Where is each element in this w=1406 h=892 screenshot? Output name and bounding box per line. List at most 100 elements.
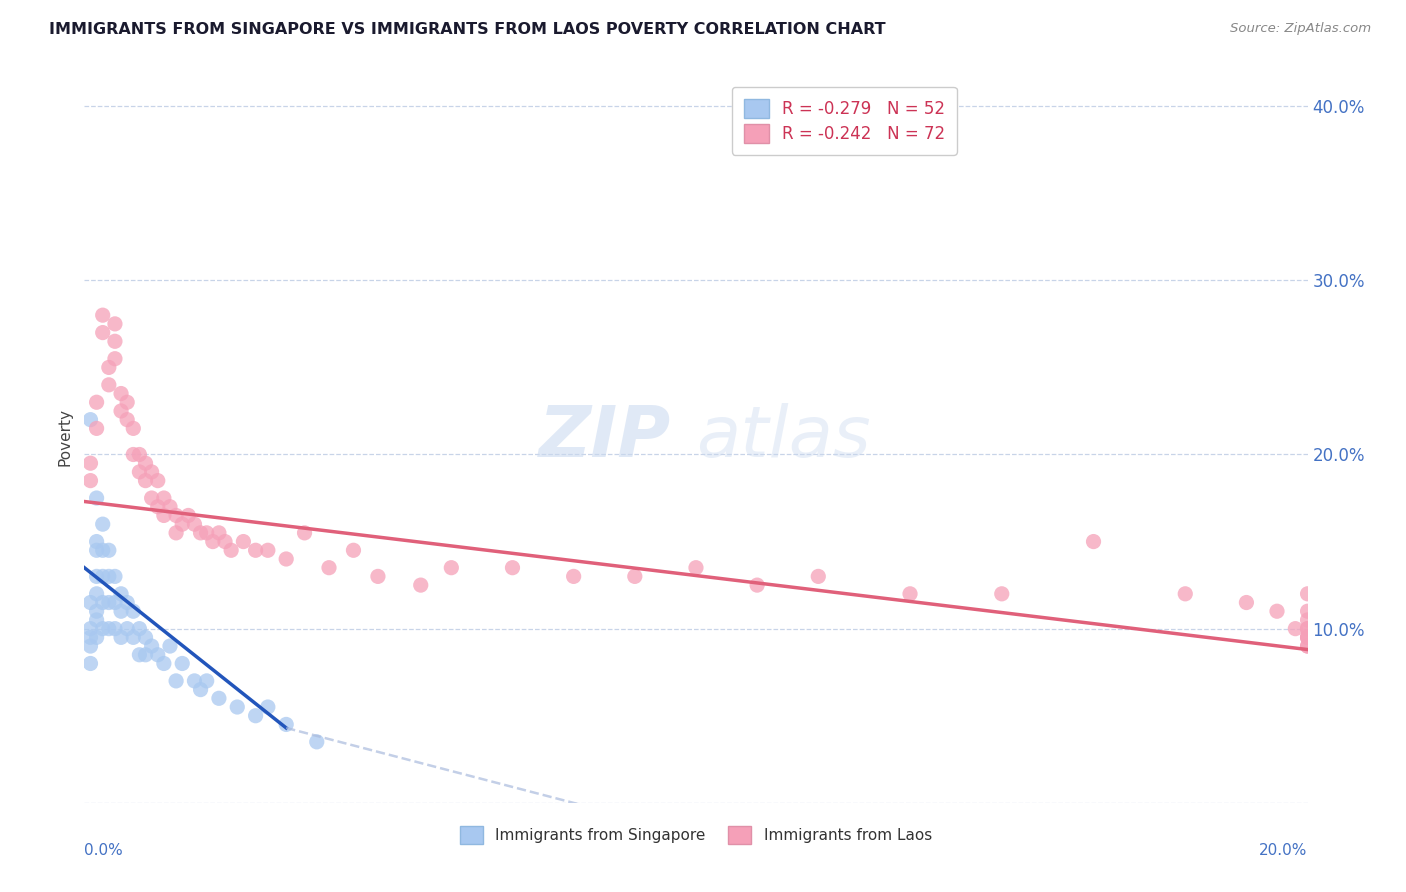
Point <box>97 377 120 392</box>
Point <box>122 631 145 645</box>
Point <box>97 622 120 636</box>
Point <box>128 465 150 479</box>
Point <box>991 587 1014 601</box>
Text: atlas: atlas <box>696 402 870 472</box>
Point <box>97 360 120 375</box>
Point <box>91 622 114 636</box>
Point <box>1296 587 1319 601</box>
Point <box>440 560 463 574</box>
Point <box>232 534 254 549</box>
Point <box>367 569 389 583</box>
Point <box>153 508 176 523</box>
Point <box>276 552 298 566</box>
Point <box>86 613 108 627</box>
Point <box>190 525 212 540</box>
Point <box>1296 622 1319 636</box>
Point <box>79 639 101 653</box>
Point <box>86 543 108 558</box>
Point <box>97 543 120 558</box>
Point <box>807 569 830 583</box>
Point <box>79 456 101 470</box>
Point <box>86 491 108 505</box>
Point <box>190 682 212 697</box>
Point <box>110 404 132 418</box>
Point <box>165 673 187 688</box>
Point <box>91 569 114 583</box>
Point <box>257 700 280 714</box>
Point <box>165 525 187 540</box>
Point <box>898 587 921 601</box>
Point <box>183 673 205 688</box>
Point <box>104 317 127 331</box>
Point <box>104 351 127 366</box>
Point <box>1296 639 1319 653</box>
Point <box>86 604 108 618</box>
Point <box>86 534 108 549</box>
Point <box>86 587 108 601</box>
Point <box>104 334 127 349</box>
Point <box>195 673 218 688</box>
Point <box>1284 622 1306 636</box>
Point <box>257 543 280 558</box>
Point <box>1296 631 1319 645</box>
Point <box>110 587 132 601</box>
Point <box>86 631 108 645</box>
Y-axis label: Poverty: Poverty <box>58 408 73 467</box>
Point <box>276 717 298 731</box>
Text: IMMIGRANTS FROM SINGAPORE VS IMMIGRANTS FROM LAOS POVERTY CORRELATION CHART: IMMIGRANTS FROM SINGAPORE VS IMMIGRANTS … <box>49 22 886 37</box>
Point <box>172 517 194 532</box>
Point <box>685 560 707 574</box>
Point <box>135 648 157 662</box>
Point <box>146 648 169 662</box>
Point <box>165 508 187 523</box>
Point <box>502 560 524 574</box>
Point <box>79 657 101 671</box>
Point <box>141 639 163 653</box>
Point <box>104 569 127 583</box>
Point <box>318 560 340 574</box>
Point <box>79 474 101 488</box>
Point <box>110 604 132 618</box>
Point <box>110 386 132 401</box>
Point <box>294 525 316 540</box>
Point <box>201 534 224 549</box>
Point <box>146 474 169 488</box>
Point <box>79 595 101 609</box>
Point <box>86 569 108 583</box>
Point <box>91 308 114 322</box>
Point <box>159 639 181 653</box>
Point <box>562 569 585 583</box>
Point <box>86 421 108 435</box>
Point <box>195 525 218 540</box>
Point <box>1296 631 1319 645</box>
Point <box>146 500 169 514</box>
Point <box>79 622 101 636</box>
Point <box>172 657 194 671</box>
Point <box>122 604 145 618</box>
Text: ZIP: ZIP <box>540 402 672 472</box>
Point <box>91 517 114 532</box>
Point <box>1296 639 1319 653</box>
Point <box>128 448 150 462</box>
Point <box>1296 631 1319 645</box>
Point <box>245 543 267 558</box>
Point <box>409 578 432 592</box>
Point <box>97 569 120 583</box>
Point <box>91 543 114 558</box>
Point <box>91 326 114 340</box>
Point <box>104 595 127 609</box>
Point <box>79 412 101 426</box>
Point <box>183 517 205 532</box>
Point <box>245 708 267 723</box>
Point <box>122 448 145 462</box>
Point <box>1174 587 1197 601</box>
Point <box>110 631 132 645</box>
Point <box>747 578 769 592</box>
Point <box>115 595 138 609</box>
Point <box>1236 595 1258 609</box>
Point <box>1296 622 1319 636</box>
Point <box>79 631 101 645</box>
Point <box>91 595 114 609</box>
Point <box>208 525 231 540</box>
Point <box>128 648 150 662</box>
